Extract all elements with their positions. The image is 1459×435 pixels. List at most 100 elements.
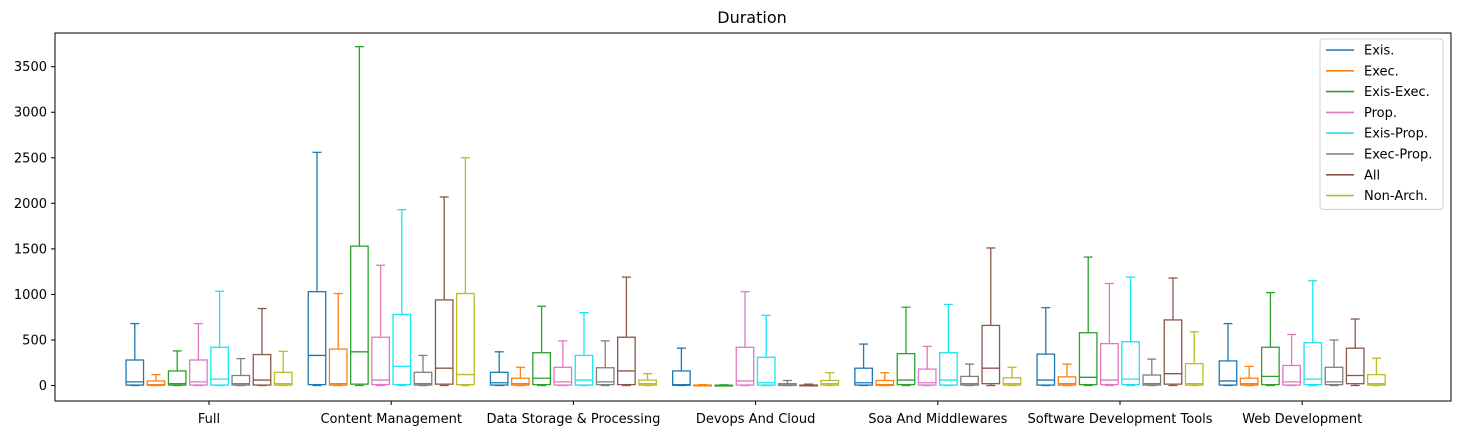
legend-label: Non-Arch.: [1364, 189, 1428, 204]
x-tick-label: Devops And Cloud: [696, 412, 815, 427]
box: [1100, 342, 1119, 386]
box-group: [1163, 277, 1183, 387]
box: [307, 291, 327, 386]
box: [1239, 377, 1259, 386]
box: [1345, 347, 1365, 385]
box: [252, 353, 272, 386]
x-tick-label: Data Storage & Processing: [486, 412, 660, 427]
y-tick-label: 1000: [14, 288, 47, 303]
legend-item: Exec.: [1326, 64, 1399, 79]
box-group: [1367, 357, 1386, 387]
box-group: [1282, 333, 1301, 387]
box-group: [328, 292, 348, 387]
box: [231, 374, 251, 386]
box: [638, 379, 657, 386]
box-group: [1261, 291, 1280, 387]
y-tick-label: 3500: [14, 60, 47, 75]
box-group: [693, 383, 712, 387]
box: [1261, 346, 1280, 386]
box: [756, 356, 776, 386]
y-tick-label: 1500: [14, 242, 47, 257]
box: [1163, 319, 1183, 385]
box: [917, 368, 937, 386]
box-group: [210, 290, 230, 387]
axes: 0 500 1000 1500 2000 2500 3000 3500 Full Content …: [14, 32, 1452, 427]
plot-area: [125, 46, 1386, 387]
box-group: [1142, 358, 1162, 387]
box-group: [125, 322, 145, 387]
box-group: [532, 305, 551, 387]
box-group: [1078, 256, 1098, 387]
box: [510, 377, 530, 386]
legend-label: Exis-Prop.: [1364, 127, 1428, 142]
box: [210, 346, 230, 386]
box: [1036, 353, 1056, 386]
box: [1057, 376, 1077, 386]
box-group: [1184, 331, 1204, 387]
box: [960, 375, 979, 386]
box-group: [939, 303, 958, 387]
box-group: [307, 151, 327, 387]
box-group: [595, 340, 615, 387]
box-group: [875, 372, 895, 387]
legend-item: Exis-Prop.: [1326, 127, 1428, 142]
x-tick-label: Web Development: [1242, 412, 1362, 427]
box-group: [510, 366, 530, 387]
box-group: [799, 383, 818, 387]
x-tick-label: Full: [198, 412, 220, 427]
box: [939, 352, 958, 386]
chart-title: Duration: [717, 8, 787, 27]
legend-item: Exec-Prop.: [1326, 148, 1432, 163]
axes-frame: [54, 32, 1452, 402]
box: [735, 346, 755, 386]
box-group: [672, 347, 691, 387]
legend-label: All: [1364, 168, 1380, 183]
legend-item: All: [1326, 168, 1380, 183]
box: [1002, 377, 1022, 386]
legend-frame: [1319, 38, 1444, 210]
box-group: [854, 343, 873, 387]
box: [574, 354, 594, 386]
box: [1282, 364, 1301, 386]
box: [1078, 332, 1098, 386]
legend-item: Non-Arch.: [1326, 189, 1428, 204]
y-tick-label: 2500: [14, 151, 47, 166]
box-group: [273, 350, 293, 387]
legend-item: Exis.: [1326, 44, 1394, 59]
box: [371, 336, 391, 386]
box-group: [638, 373, 657, 387]
box-group: [896, 306, 916, 387]
box: [455, 292, 475, 386]
legend-label: Exec-Prop.: [1364, 148, 1432, 163]
legend-item: Exis-Exec.: [1326, 85, 1430, 100]
box: [1303, 342, 1323, 386]
box-group: [1002, 366, 1022, 387]
box: [1184, 363, 1204, 386]
box-group: [1239, 365, 1259, 387]
y-tick-label: 0: [39, 379, 47, 394]
box-group: [820, 372, 840, 387]
box-group: [1036, 306, 1056, 387]
legend-label: Exec.: [1364, 64, 1399, 79]
box: [273, 371, 293, 386]
box: [896, 352, 916, 386]
y-tick-label: 500: [22, 333, 47, 348]
legend-label: Exis.: [1364, 44, 1394, 59]
box-group: [1100, 282, 1119, 387]
box: [1367, 373, 1386, 386]
box-group: [413, 354, 433, 387]
box-group: [574, 311, 594, 387]
x-tick-label: Content Management: [320, 412, 461, 427]
box: [1324, 366, 1344, 386]
box: [617, 336, 636, 386]
x-tick-label: Software Development Tools: [1027, 412, 1212, 427]
box: [349, 245, 369, 385]
box-group: [714, 384, 734, 387]
box-group: [455, 157, 475, 387]
box-group: [1324, 339, 1344, 387]
legend: Exis. Exec. Exis-Exec. Prop. Exis-Prop. Exec-…: [1319, 38, 1444, 210]
box-group: [434, 196, 454, 387]
box-group: [167, 350, 187, 387]
x-tick-label: Soa And Middlewares: [868, 412, 1007, 427]
